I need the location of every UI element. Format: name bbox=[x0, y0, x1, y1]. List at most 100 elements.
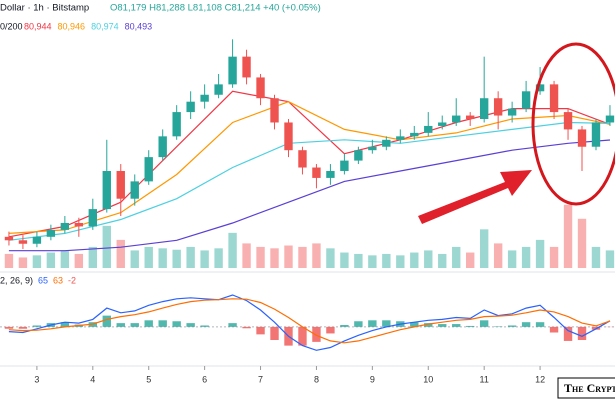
watermark: The Crypt bbox=[564, 381, 615, 395]
x-tick-label: 4 bbox=[90, 374, 95, 384]
macd-histogram-bar bbox=[144, 320, 153, 327]
candle-body bbox=[424, 125, 433, 133]
macd-histogram-bar bbox=[479, 320, 489, 327]
candle-body bbox=[172, 112, 181, 137]
volume-bar bbox=[577, 218, 587, 268]
volume-bar bbox=[507, 250, 517, 268]
volume-bar bbox=[521, 246, 531, 268]
macd-histogram-bar bbox=[298, 326, 307, 346]
candle-body bbox=[102, 170, 111, 210]
macd-histogram-bar bbox=[382, 320, 391, 327]
macd-legend-label: 2, 26, 9) bbox=[0, 275, 33, 285]
candle-body bbox=[4, 236, 14, 241]
macd-histogram-bar bbox=[438, 324, 447, 327]
volume-bar bbox=[32, 255, 42, 268]
x-tick-label: 12 bbox=[535, 374, 545, 384]
volume-bar bbox=[605, 250, 615, 268]
ma-legend-value: 80,974 bbox=[91, 21, 119, 31]
macd-histogram-bar bbox=[18, 326, 28, 329]
macd-histogram-bar bbox=[312, 326, 321, 342]
candle-body bbox=[410, 132, 419, 137]
macd-legend-value: 63 bbox=[53, 275, 63, 285]
x-tick-label: 10 bbox=[423, 374, 433, 384]
volume-bar bbox=[410, 252, 419, 268]
candle-body bbox=[18, 240, 28, 244]
ma-legend-value: 80,493 bbox=[125, 21, 153, 31]
volume-bar bbox=[438, 253, 447, 268]
macd-histogram-bar bbox=[326, 326, 335, 334]
macd-histogram-bar bbox=[452, 324, 461, 327]
candle-body bbox=[577, 129, 587, 147]
candle-body bbox=[256, 77, 265, 99]
macd-histogram-bar bbox=[270, 326, 279, 340]
candle-body bbox=[284, 122, 293, 151]
macd-histogram-bar bbox=[200, 325, 209, 327]
candle-body bbox=[158, 136, 167, 158]
moving-average bbox=[8, 139, 611, 252]
x-tick-label: 9 bbox=[370, 374, 375, 384]
candle-body bbox=[591, 122, 601, 147]
volume-bar bbox=[452, 246, 461, 268]
volume-bar bbox=[326, 248, 335, 268]
volume-bar bbox=[340, 252, 349, 268]
volume-bar bbox=[242, 243, 251, 268]
candle-body bbox=[326, 170, 335, 178]
macd-histogram-bar bbox=[410, 322, 419, 327]
ohlc-label: O81,179 H81,288 L81,108 C81,214 +40 (+0.… bbox=[110, 3, 321, 14]
candle-body bbox=[563, 112, 573, 130]
macd-histogram-bar bbox=[466, 325, 475, 327]
volume-bar bbox=[214, 248, 223, 268]
macd-histogram-bar bbox=[130, 323, 139, 327]
macd-legend-value: 65 bbox=[38, 275, 48, 285]
candle-body bbox=[242, 56, 251, 78]
volume-bar bbox=[382, 253, 391, 268]
x-tick-label: 7 bbox=[258, 374, 263, 384]
macd-histogram-bar bbox=[354, 321, 363, 327]
candle-body bbox=[368, 146, 377, 151]
volume-bar bbox=[563, 204, 573, 268]
volume-bar bbox=[200, 250, 209, 268]
macd-histogram-bar bbox=[172, 321, 181, 327]
volume-bar bbox=[591, 246, 601, 268]
x-tick-label: 3 bbox=[34, 374, 39, 384]
candle-body bbox=[466, 115, 475, 120]
macd-histogram-bar bbox=[256, 326, 265, 335]
macd-histogram-bar bbox=[158, 320, 167, 327]
macd-histogram-bar bbox=[424, 323, 433, 327]
candle-body bbox=[270, 98, 279, 123]
macd-histogram-bar bbox=[242, 326, 251, 329]
ma-legend-value: 80,944 bbox=[24, 21, 52, 31]
volume-bar bbox=[4, 253, 14, 268]
candle-body bbox=[452, 115, 461, 123]
arrow bbox=[418, 170, 532, 224]
volume-bar bbox=[466, 252, 475, 268]
volume-bar bbox=[116, 239, 125, 268]
macd-histogram-bar bbox=[60, 322, 70, 327]
moving-average bbox=[8, 121, 611, 241]
macd-histogram-bar bbox=[521, 322, 531, 327]
volume-bar bbox=[158, 248, 167, 268]
volume-bar bbox=[270, 248, 279, 268]
volume-bar bbox=[493, 243, 503, 268]
macd-histogram-bar bbox=[228, 323, 237, 327]
x-tick-label: 11 bbox=[480, 374, 489, 384]
volume-bar bbox=[102, 225, 111, 268]
macd-histogram-bar bbox=[507, 325, 517, 327]
plot-area: 3 4 5 6 7 8 9 10 11 12 bbox=[0, 39, 615, 384]
moving-average bbox=[8, 101, 611, 234]
volume-bar bbox=[396, 255, 405, 268]
volume-bar bbox=[144, 246, 153, 268]
volume-bar bbox=[354, 253, 363, 268]
candle-body bbox=[479, 98, 489, 120]
volume-bar bbox=[312, 243, 321, 268]
macd-histogram-bar bbox=[577, 326, 587, 340]
macd-histogram-bar bbox=[186, 323, 195, 327]
macd-histogram-bar bbox=[549, 326, 559, 333]
candle-body bbox=[186, 101, 195, 113]
volume-bar bbox=[172, 249, 181, 268]
macd-legend-value: -2 bbox=[68, 275, 76, 285]
volume-bar bbox=[284, 245, 293, 268]
macd-histogram-bar bbox=[32, 325, 42, 327]
chart-title: Dollar · 1h · Bitstamp bbox=[0, 3, 89, 14]
